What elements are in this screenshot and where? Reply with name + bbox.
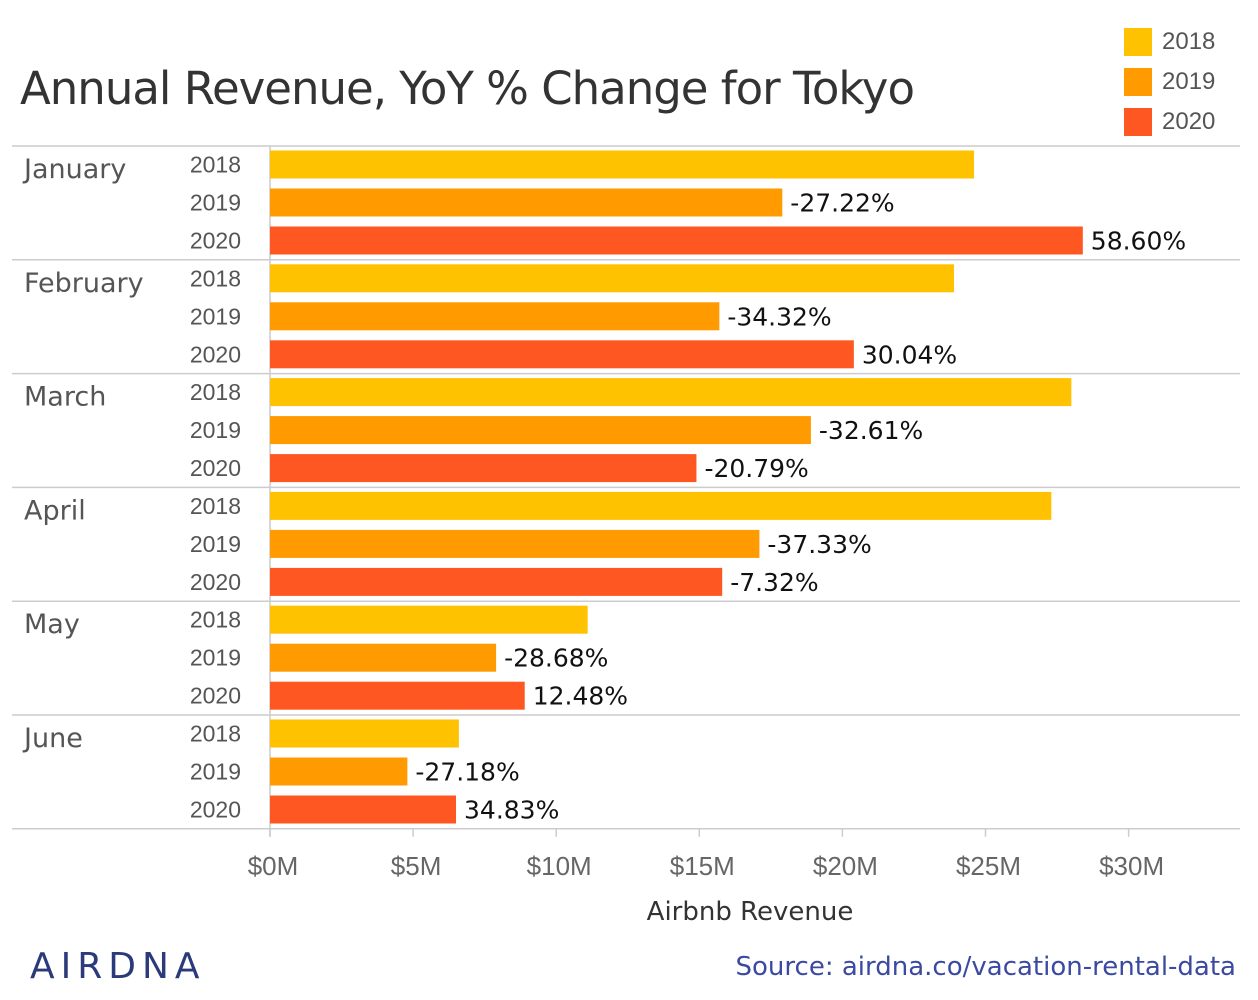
year-tick-label: 2018 [190,265,241,291]
data-label: -20.79% [704,454,808,483]
x-tick-label: $5M [391,851,442,881]
data-label: 12.48% [533,682,628,711]
bar-june-2020 [270,795,457,824]
data-label: -37.33% [767,530,871,559]
bar-february-2020 [270,340,854,369]
legend-label-2019: 2019 [1162,68,1216,95]
year-tick-label: 2020 [190,797,241,823]
year-tick-label: 2018 [190,379,241,405]
legend-swatch-2019 [1124,68,1152,96]
data-label: -32.61% [819,416,923,445]
x-tick-label: $10M [527,851,592,881]
month-label: April [24,495,86,526]
data-label: -27.18% [415,758,519,787]
year-tick-label: 2019 [190,303,241,329]
month-label: June [22,723,83,754]
x-tick-label: $20M [813,851,878,881]
data-label: 30.04% [862,340,957,369]
bar-january-2018 [270,150,975,179]
year-tick-label: 2019 [190,190,241,216]
source-link[interactable]: Source: airdna.co/vacation-rental-data [735,952,1236,982]
x-tick-label: $0M [248,851,299,881]
legend: 2018 2019 2020 [1124,22,1215,142]
legend-swatch-2018 [1124,28,1152,56]
year-tick-label: 2020 [190,683,241,709]
x-axis-title: Airbnb Revenue [647,897,854,927]
airdna-logo: AIRDNA [30,946,206,987]
bar-march-2018 [270,378,1072,407]
year-tick-label: 2020 [190,341,241,367]
bar-march-2020 [270,454,697,483]
bar-april-2020 [270,567,723,596]
bar-may-2018 [270,605,588,634]
year-tick-label: 2018 [190,721,241,747]
legend-swatch-2020 [1124,108,1152,136]
data-label: -28.68% [504,644,608,673]
data-label: -34.32% [727,302,831,331]
x-tick-label: $15M [670,851,735,881]
year-tick-label: 2019 [190,417,241,443]
month-label: May [24,609,80,640]
year-tick-label: 2020 [190,569,241,595]
bar-april-2019 [270,529,760,558]
bar-june-2019 [270,757,408,786]
data-label: 34.83% [464,796,559,825]
bar-may-2020 [270,681,525,710]
legend-item-2018: 2018 [1124,22,1215,62]
legend-label-2018: 2018 [1162,28,1216,55]
year-tick-label: 2018 [190,493,241,519]
bar-may-2019 [270,643,497,672]
bar-january-2020 [270,226,1083,255]
x-tick-label: $30M [1099,851,1164,881]
year-tick-label: 2020 [190,455,241,481]
year-tick-label: 2018 [190,607,241,633]
bar-april-2018 [270,491,1052,520]
bar-february-2019 [270,302,720,331]
data-label: -27.22% [790,189,894,218]
data-label: 58.60% [1091,227,1186,256]
legend-label-2020: 2020 [1162,108,1216,135]
data-label: -7.32% [730,568,818,597]
legend-item-2019: 2019 [1124,62,1215,102]
bar-february-2018 [270,264,955,293]
year-tick-label: 2020 [190,228,241,254]
x-tick-label: $25M [956,851,1021,881]
month-label: March [24,382,106,413]
year-tick-label: 2019 [190,759,241,785]
month-label: February [24,268,144,299]
year-tick-label: 2018 [190,152,241,178]
year-tick-label: 2019 [190,645,241,671]
bar-march-2019 [270,416,811,445]
year-tick-label: 2019 [190,531,241,557]
bar-january-2019 [270,188,783,217]
chart-title: Annual Revenue, YoY % Change for Tokyo [20,62,915,115]
month-label: January [22,154,126,185]
bar-june-2018 [270,719,459,748]
legend-item-2020: 2020 [1124,102,1215,142]
